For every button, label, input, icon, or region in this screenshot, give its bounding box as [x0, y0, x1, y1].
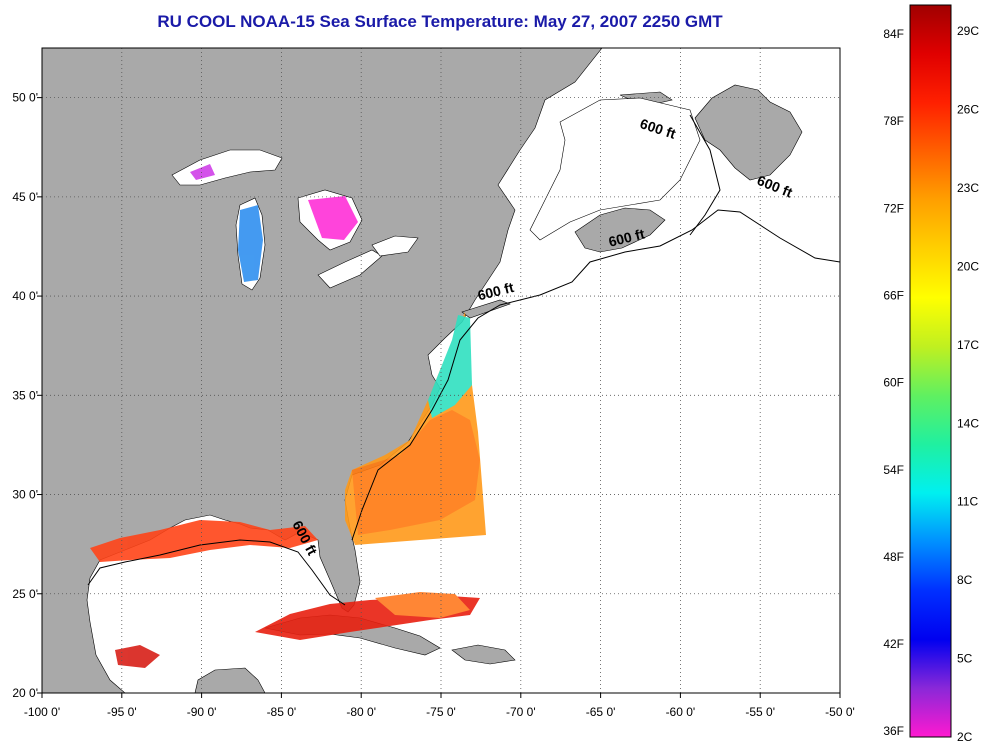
lon-tick-label: -100 0'	[24, 705, 60, 719]
lon-tick-label: -60 0'	[666, 705, 696, 719]
newfoundland-land	[694, 84, 803, 181]
colorbar-c-label: 11C	[957, 495, 978, 509]
colorbar-c-label: 23C	[957, 181, 979, 195]
long-island-land	[461, 299, 511, 319]
colorbar: 84F 78F 72F 66F 60F 54F 48F 42F 36F 29C 26C 23C 20C…	[883, 4, 979, 744]
lake-ontario	[371, 235, 419, 257]
colorbar-f-label: 54F	[883, 463, 904, 477]
colorbar-fahrenheit-labels: 84F 78F 72F 66F 60F 54F 48F 42F 36F	[883, 27, 904, 738]
gulf-st-lawrence	[529, 97, 701, 241]
lon-tick-label: -80 0'	[346, 705, 376, 719]
lon-tick-label: -95 0'	[107, 705, 137, 719]
colorbar-c-label: 20C	[957, 259, 979, 273]
colorbar-c-label: 2C	[957, 730, 973, 744]
lat-tick-label: 30 0'	[12, 488, 38, 502]
colorbar-f-label: 48F	[883, 550, 904, 564]
lat-tick-label: 45 0'	[12, 190, 38, 204]
lon-tick-label: -90 0'	[187, 705, 217, 719]
lat-tick-label: 20 0'	[12, 686, 38, 700]
sst-gulf-southwest	[115, 645, 160, 668]
lat-tick-label: 35 0'	[12, 388, 38, 402]
colorbar-f-label: 78F	[883, 114, 904, 128]
lat-tick-label: 40 0'	[12, 289, 38, 303]
colorbar-gradient	[909, 4, 952, 738]
lon-tick-label: -70 0'	[506, 705, 536, 719]
colorbar-f-label: 84F	[883, 27, 904, 41]
lat-tick-label: 25 0'	[12, 587, 38, 601]
lon-tick-label: -65 0'	[586, 705, 616, 719]
sst-lake-huron	[308, 196, 358, 240]
sst-lake-superior	[190, 164, 215, 180]
graticule	[42, 48, 840, 693]
sst-gulf-north	[90, 520, 318, 562]
colorbar-f-label: 66F	[883, 288, 904, 302]
colorbar-c-label: 14C	[957, 416, 979, 430]
colorbar-c-label: 29C	[957, 24, 979, 38]
hispaniola-land	[451, 644, 516, 665]
isobath-600ft-gulf	[87, 539, 346, 606]
colorbar-c-label: 5C	[957, 652, 973, 666]
lon-tick-label: -85 0'	[267, 705, 297, 719]
nova-scotia-land	[574, 207, 666, 253]
lon-tick-label: -50 0'	[825, 705, 855, 719]
latitude-axis: 20 0' 25 0' 30 0' 35 0' 40 0' 45 0' 50 0'	[12, 91, 42, 700]
colorbar-c-label: 17C	[957, 338, 979, 352]
sst-bahamas	[375, 592, 470, 618]
yucatan-land	[194, 667, 266, 693]
longitude-axis: -100 0' -95 0' -90 0' -85 0' -80 0' -75 0' -70…	[24, 693, 855, 719]
isobath-600ft-atlantic	[351, 209, 840, 541]
colorbar-f-label: 72F	[883, 201, 904, 215]
land-masses	[42, 48, 803, 693]
colorbar-f-label: 60F	[883, 376, 904, 390]
colorbar-c-label: 26C	[957, 103, 979, 117]
isobath-600ft-grandbanks	[689, 114, 721, 236]
colorbar-celsius-labels: 29C 26C 23C 20C 17C 14C 11C 8C 5C 2C	[957, 24, 979, 744]
sst-nearshore-orange	[352, 410, 480, 535]
colorbar-f-label: 36F	[883, 724, 904, 738]
sst-lake-michigan	[238, 205, 263, 282]
figure-title: RU COOL NOAA-15 Sea Surface Temperature:…	[157, 12, 723, 31]
lat-tick-label: 50 0'	[12, 91, 38, 105]
lon-tick-label: -75 0'	[426, 705, 456, 719]
colorbar-c-label: 8C	[957, 573, 973, 587]
colorbar-f-label: 42F	[883, 637, 904, 651]
sst-midatlantic-cool	[428, 315, 472, 418]
lon-tick-label: -55 0'	[745, 705, 775, 719]
